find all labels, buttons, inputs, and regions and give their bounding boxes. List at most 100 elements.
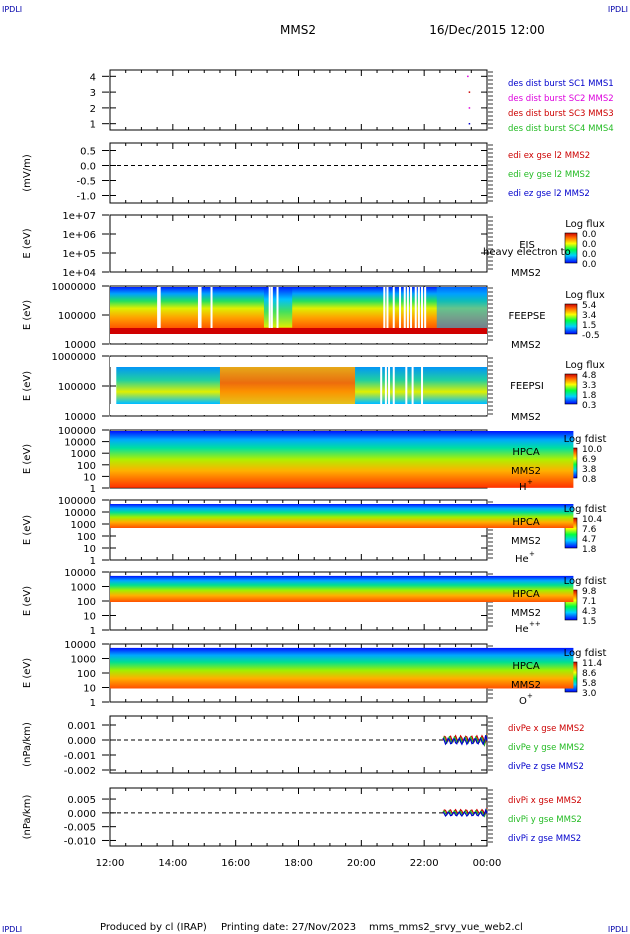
hpca-spectrogram-early [110,647,574,689]
colorbar-label: 11.4 [582,659,602,669]
feepse-gap [424,287,427,335]
colorbar-label: 0.0 [582,250,597,260]
legend-entry: divPi y gse MMS2 [508,815,582,825]
feepsi-empty-bottom [110,404,487,415]
feepse-gap [417,287,420,335]
ytick-label: 0.000 [67,809,96,820]
feepsi-empty-top [110,357,487,367]
colorbar-label: 0.3 [582,401,596,411]
feepse-gap [268,287,271,335]
div-trace-blue [442,808,488,818]
legend-entry: des dist burst SC4 MMS4 [508,124,614,134]
ytick-label: 1000 [71,449,96,460]
corner-label-bl: IPDLI [2,925,22,934]
hpca-spectrogram-early [110,504,574,528]
instrument-label: HPCA [512,517,540,528]
legend-entry: divPe z gse MMS2 [508,762,584,772]
colorbar-label: 1.5 [582,617,596,627]
colorbar-title: Log fdist [564,576,607,587]
species-charge: + [529,550,535,558]
ytick-label: 10000 [64,438,96,449]
colorbar [564,232,578,264]
time-axis-label: 18:00 [284,858,313,869]
legend-entry: divPi z gse MMS2 [508,834,581,844]
colorbar-title: Log flux [565,360,605,371]
ytick-label: -0.005 [64,823,96,834]
time-axis-label: 00:00 [473,858,502,869]
instrument-label: FEEPSE [508,311,545,322]
instrument-label: EIS [519,240,535,251]
legend-entry: edi ex gse l2 MMS2 [508,151,590,161]
colorbar-title: Log fdist [564,648,607,659]
feepse-gap [210,287,213,335]
ytick-label: 1 [90,120,96,131]
colorbar-label: -0.5 [582,331,600,341]
legend-entry: edi ey gse l2 MMS2 [508,170,590,180]
legend-entry: des dist burst SC1 MMS1 [508,79,614,89]
overlay-text: heavy electron to [483,247,571,258]
feepse-late-region [436,287,487,331]
ytick-label: 100000 [58,311,96,322]
ytick-label: 1e+07 [62,211,96,222]
ytick-label: 10 [83,612,96,623]
footer-printing-date: Printing date: 27/Nov/2023 [221,922,356,933]
panel-frame-divpe [109,715,488,774]
ytick-label: 100000 [58,426,96,437]
spacecraft-label: MMS2 [511,680,541,691]
burst-point [468,122,471,125]
feepse-gap [421,287,424,335]
colorbar-label: 1.5 [582,321,596,331]
ylabel: E (eV) [22,444,33,474]
colorbar-label: 0.0 [582,240,597,250]
ytick-label: 10000 [64,568,96,579]
feepsi-gap [421,357,424,415]
ytick-label: 0.000 [67,736,96,747]
colorbar-title: Log flux [565,219,605,230]
instrument-label: HPCA [512,447,540,458]
legend-entry: des dist burst SC2 MMS2 [508,94,614,104]
time-axis-label: 16:00 [221,858,250,869]
burst-point [468,91,471,93]
colorbar-title: Log flux [565,290,605,301]
ylabel: E (eV) [22,371,33,401]
ytick-label: 0.0 [80,162,96,173]
spacecraft-label: MMS2 [511,340,541,351]
colorbar-label: 8.6 [582,669,597,679]
feepse-gap [270,287,273,335]
ytick-label: 1000 [71,655,96,666]
header-spacecraft: MMS2 [280,23,316,37]
spacecraft-label: MMS2 [511,536,541,547]
ylabel: E (eV) [22,515,33,545]
ytick-label: 100 [77,597,96,608]
ytick-label: 1000000 [51,282,96,293]
ytick-label: 1000000 [51,352,96,363]
ytick-label: 100000 [58,382,96,393]
colorbar-label: 4.7 [582,535,596,545]
panel-frame-eis [109,214,488,273]
species-label: H [519,482,527,493]
feepse-gap [392,287,395,335]
ytick-label: 10000 [64,508,96,519]
ytick-label: 1e+04 [62,268,96,279]
species-label: O [519,696,527,707]
ytick-label: 0.001 [67,721,96,732]
ytick-label: 0.005 [67,795,96,806]
colorbar [564,303,578,335]
ytick-label: 1 [90,484,96,495]
spacecraft-label: MMS2 [511,608,541,619]
legend-entry: divPi x gse MMS2 [508,796,582,806]
ytick-label: 2 [90,104,96,115]
footer-script-name: mms_mms2_srvy_vue_web2.cl [369,922,523,933]
spacecraft-label: MMS2 [511,466,541,477]
colorbar-label: 7.1 [582,597,596,607]
footer-produced: Produced by cl (IRAP) [100,922,207,933]
panel-frame-burst [109,69,488,131]
colorbar-label: 6.9 [582,455,597,465]
colorbar-label: 1.8 [582,545,597,555]
time-axis-label: 12:00 [96,858,125,869]
ytick-label: -1.0 [76,192,96,203]
ytick-label: 100000 [58,496,96,507]
ytick-label: 0.5 [80,147,96,158]
feepse-gap [276,287,279,335]
